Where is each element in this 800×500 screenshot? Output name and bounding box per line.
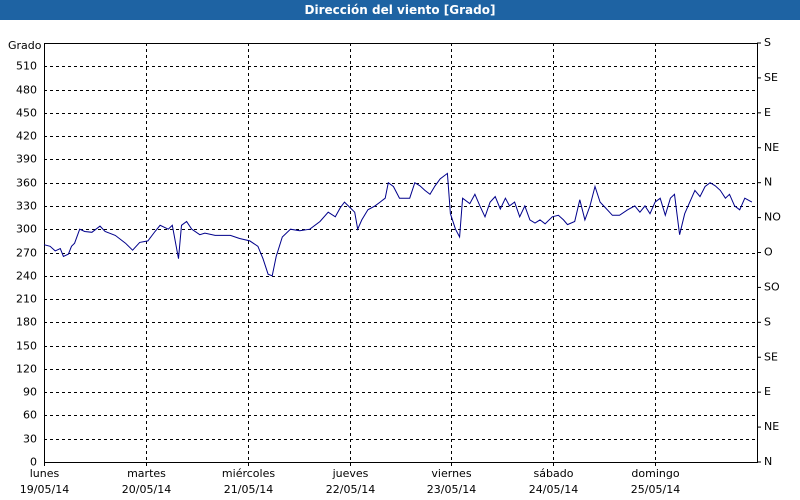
y2-tick-label: N [764, 176, 772, 189]
y-tick-label: 330 [16, 200, 37, 213]
y-tick-label: 390 [16, 153, 37, 166]
y-tick-label: 480 [16, 84, 37, 97]
y-tick-label: 300 [16, 223, 37, 236]
plot-frame [44, 43, 758, 463]
y2-tick-label: SE [764, 350, 778, 363]
y2-tick-label: S [764, 315, 771, 328]
y-tick-label: 120 [16, 363, 37, 376]
y2-tick-label: S [764, 36, 771, 49]
chart-title: Dirección del viento [Grado] [0, 0, 800, 20]
y2-tick-label: SO [764, 280, 780, 293]
y-tick-label: 360 [16, 177, 37, 190]
x-tick-label: martes 20/05/14 [121, 467, 172, 496]
y2-tick-label: O [764, 246, 773, 259]
y-tick-label: 210 [16, 293, 37, 306]
x-tick-label: jueves 22/05/14 [325, 467, 376, 496]
y-tick-label: 180 [16, 316, 37, 329]
y2-tick-label: E [764, 385, 771, 398]
y-tick-label: 510 [16, 60, 37, 73]
y-tick-label: 90 [23, 386, 37, 399]
data-line [43, 172, 753, 277]
x-tick-label: lunes 19/05/14 [19, 467, 70, 496]
y-tick-label: 420 [16, 130, 37, 143]
x-tick-label: domingo 25/05/14 [630, 467, 681, 496]
x-tick-label: viernes 23/05/14 [426, 467, 477, 496]
y2-tick-label: NE [764, 141, 779, 154]
y-tick-label: 150 [16, 340, 37, 353]
x-tick-label: sábado 24/05/14 [528, 467, 579, 496]
x-tick-label: miércoles 21/05/14 [221, 467, 276, 496]
y-axis-label: Grado [8, 39, 42, 52]
y2-tick-label: NO [764, 211, 781, 224]
y2-tick-label: NE [764, 420, 779, 433]
y-tick-label: 450 [16, 107, 37, 120]
y2-tick-label: SE [764, 71, 778, 84]
y-tick-label: 60 [23, 409, 37, 422]
y2-tick-label: E [764, 106, 771, 119]
y-tick-label: 0 [30, 456, 37, 469]
y-tick-label: 270 [16, 247, 37, 260]
y-tick-label: 30 [23, 433, 37, 446]
y2-tick-label: N [764, 455, 772, 468]
y-tick-label: 240 [16, 270, 37, 283]
